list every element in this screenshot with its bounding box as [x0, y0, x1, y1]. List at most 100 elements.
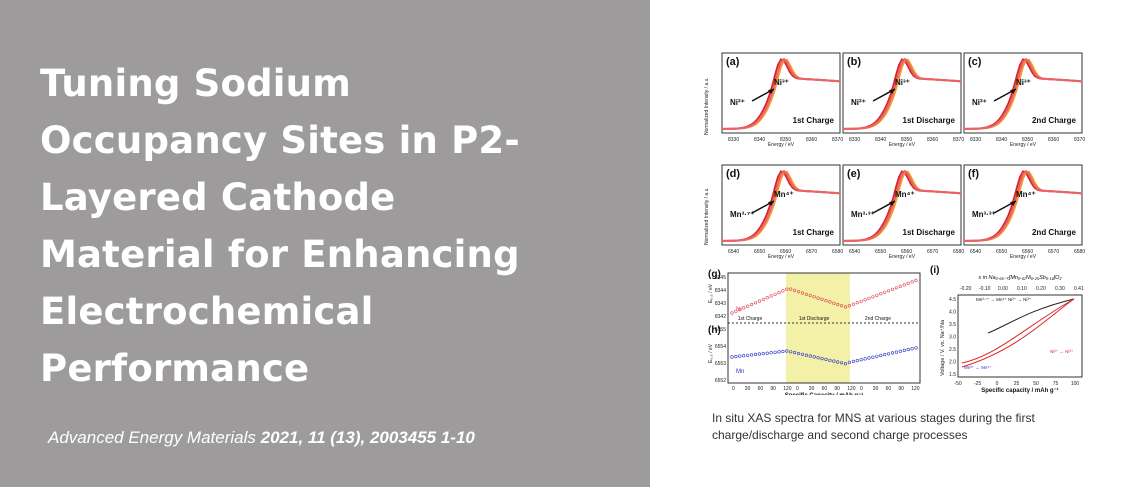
mn-marker [816, 356, 820, 360]
gh-x-tick: 90 [898, 386, 904, 392]
i-x-tick: 75 [1053, 381, 1059, 387]
mn-marker [777, 350, 781, 354]
stage-label: 1st Discharge [903, 116, 956, 125]
gh-x-tick: 60 [822, 386, 828, 392]
arrow-head [768, 201, 774, 206]
i-y-tick: 1.5 [949, 372, 956, 378]
mn-marker [855, 359, 859, 363]
g-y-tick: 8342 [715, 314, 726, 320]
mn-marker [820, 357, 824, 361]
ion-label-high: Mn⁴⁺ [774, 190, 794, 199]
gh-x-tick: 0 [732, 386, 735, 392]
mn-marker [742, 354, 746, 358]
xas-panel-frame [842, 52, 962, 134]
x-tick-label: 8330 [849, 137, 860, 143]
discharge-highlight [786, 273, 850, 383]
x-tick-label: 6540 [849, 249, 860, 255]
i-x-tick: -50 [954, 381, 961, 387]
ni-marker [824, 299, 828, 303]
charge-curve-2 [961, 298, 1075, 364]
mn-marker [812, 355, 816, 359]
title-line-4: Material for Enhancing [40, 233, 520, 276]
mn-marker [773, 350, 777, 354]
ni-marker [785, 287, 789, 291]
ni-marker [894, 286, 898, 290]
ni-marker [777, 291, 781, 295]
arrow-head [1010, 89, 1016, 94]
i-annot-top: Mn³·⁷⁺ → Mn⁴⁺ Ni²⁺ → Ni³⁺ [976, 297, 1032, 302]
ni-marker [855, 301, 859, 305]
panel-tag-i: (i) [930, 265, 939, 276]
ni-marker [804, 292, 808, 296]
ni-marker [781, 289, 785, 293]
h-y-tick: 6552 [715, 378, 726, 384]
ni-marker [808, 293, 812, 298]
ni-marker [765, 296, 769, 300]
mn-marker [879, 353, 883, 358]
title-panel: Tuning Sodium Occupancy Sites in P2- Lay… [0, 0, 650, 487]
gh-x-tick: 30 [809, 386, 815, 392]
i-x-tick: 50 [1033, 381, 1039, 387]
mn-marker [847, 360, 851, 364]
panel-tag: (a) [726, 56, 740, 68]
ion-label-high: Ni³⁺ [895, 78, 910, 87]
mn-marker [883, 353, 887, 357]
mn-marker [804, 353, 808, 357]
ni-marker [859, 299, 863, 303]
i-top-tick: 0.00 [998, 286, 1008, 292]
x-tick-label: 8340 [996, 137, 1007, 143]
ni-marker [843, 305, 848, 309]
mn-marker [836, 360, 840, 364]
gh-x-tick: 0 [796, 386, 799, 392]
x-axis-label: Energy / eV [1010, 254, 1037, 260]
i-top-tick: 0.30 [1055, 286, 1065, 292]
i-x-label: Specific capacity / mAh g⁻¹ [981, 387, 1059, 394]
stage-label: 2nd Charge [1032, 116, 1077, 125]
i-y-tick: 3.5 [949, 322, 956, 328]
gh-stage-label: 1st Charge [738, 316, 763, 322]
mn-marker [730, 355, 734, 359]
mn-marker [808, 354, 812, 358]
gh-x-tick: 0 [860, 386, 863, 392]
ni-marker [738, 308, 742, 312]
ni-marker [883, 290, 887, 294]
x-tick-label: 8330 [970, 137, 981, 143]
xas-curve-pink [721, 169, 841, 242]
title-line-6: Performance [40, 347, 310, 390]
y-axis-label-ni: Normalized Intensity / a.u. [704, 77, 710, 135]
g-series-label: Ni [736, 307, 742, 313]
ni-marker [867, 296, 871, 300]
ni-marker [840, 304, 844, 308]
i-y-tick: 4.5 [949, 297, 956, 303]
x-tick-label: 8340 [754, 137, 765, 143]
mn-marker [789, 350, 793, 354]
figure-canvas: (a) Ni²⁺ Ni³⁺ 1st Charge 8330 8340 8350 8360 837… [704, 52, 1085, 399]
ni-marker [906, 281, 910, 285]
gh-x-tick: 120 [847, 386, 856, 392]
arrow-head [1010, 201, 1016, 206]
mn-marker [734, 355, 738, 359]
x-tick-label: 8360 [806, 137, 817, 143]
ni-marker [812, 295, 816, 299]
x-tick-label: 8330 [728, 137, 739, 143]
x-tick-label: 8370 [1074, 137, 1085, 143]
ni-marker [914, 278, 918, 282]
charge-curve-1 [987, 298, 1075, 334]
discharge-curve [961, 298, 1075, 368]
h-y-tick: 6553 [715, 361, 726, 367]
i-y-tick: 3.0 [949, 335, 956, 341]
xas-curve-pink [963, 57, 1083, 130]
x-tick-label: 6570 [927, 249, 938, 255]
mn-marker [851, 359, 855, 364]
arrow-head [889, 89, 895, 94]
gh-x-tick: 90 [834, 386, 840, 392]
citation: Advanced Energy Materials 2021, 11 (13),… [48, 428, 475, 448]
mn-marker [757, 352, 762, 356]
x-tick-label: 8350 [1022, 137, 1033, 143]
i-top-axis-label: x in Na₀.₆₆₋ₓ[Mn₀.₆₁Ni₀.₂₅Sb₀.₁₄]O₂ [977, 275, 1062, 281]
ni-marker [828, 300, 832, 304]
ion-label-low: Ni²⁺ [730, 98, 745, 107]
mn-marker [863, 357, 867, 361]
ni-marker [836, 302, 840, 307]
i-top-tick: -0.10 [979, 286, 991, 292]
